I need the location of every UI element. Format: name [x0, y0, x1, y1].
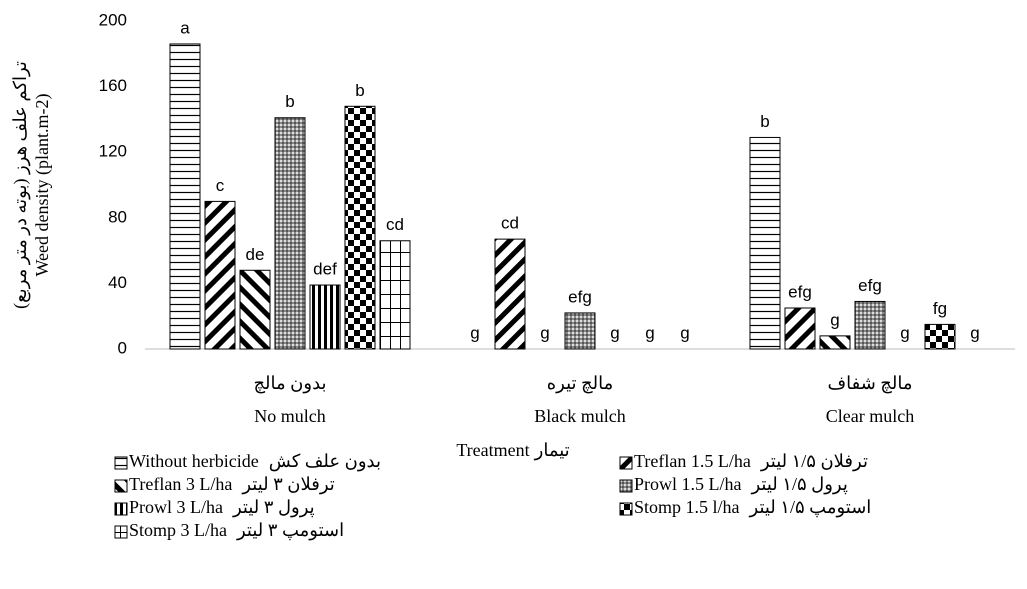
bar: [784, 307, 816, 350]
legend-swatch: [114, 525, 128, 539]
bar: [344, 105, 376, 350]
data-label: g: [900, 323, 909, 342]
data-label: b: [760, 112, 769, 131]
legend-label: Without herbicide: [129, 451, 259, 471]
bar: [819, 335, 851, 350]
data-label: a: [180, 18, 190, 37]
data-label: b: [355, 81, 364, 100]
y-tick-label: 160: [99, 76, 127, 95]
data-label: cd: [501, 214, 519, 233]
data-label: c: [216, 176, 225, 195]
legend-label-fa: استومپ ۱/۵ لیتر: [749, 497, 872, 518]
y-tick-label: 40: [108, 273, 127, 292]
bar: [494, 238, 526, 350]
data-label: g: [970, 323, 979, 342]
bar: [274, 117, 306, 350]
data-label: g: [610, 323, 619, 342]
data-label: de: [246, 245, 265, 264]
y-tick-label: 120: [99, 142, 127, 161]
legend-swatch: [619, 502, 633, 516]
data-label: efg: [788, 282, 812, 301]
legend-swatch: [114, 502, 128, 516]
bar: [924, 323, 956, 350]
data-label: b: [285, 92, 294, 111]
bar: [564, 312, 596, 350]
y-tick-label: 0: [118, 338, 127, 357]
legend-label: Treflan 3 L/ha: [129, 474, 232, 494]
data-label: fg: [933, 299, 947, 318]
bar: [379, 240, 411, 350]
legend-label: Treflan 1.5 L/ha: [634, 451, 751, 471]
legend-label-fa: بدون علف کش: [269, 451, 381, 472]
y-axis-label-fa: تراکم علف هرز (بوته در متر مربع): [10, 61, 31, 309]
x-tick-label-fa: مالچ شفاف: [827, 373, 912, 394]
x-tick-label-fa: بدون مالچ: [253, 373, 326, 394]
bar: [239, 269, 271, 350]
legend-swatch: [619, 479, 633, 493]
x-tick-label: Black mulch: [534, 406, 625, 426]
legend-label-fa: ترفلان ۳ لیتر: [241, 474, 334, 495]
data-label: g: [470, 323, 479, 342]
legend-label-fa: ترفلان ۱/۵ لیتر: [760, 451, 868, 472]
y-tick-label: 80: [108, 207, 127, 226]
x-tick-label: No mulch: [254, 406, 326, 426]
data-label: g: [645, 323, 654, 342]
bar: [309, 284, 341, 350]
bar: [204, 200, 236, 350]
legend-label: Stomp 3 L/ha: [129, 520, 227, 540]
y-tick-label: 200: [99, 10, 127, 29]
data-label: efg: [568, 287, 592, 306]
data-label: g: [830, 310, 839, 329]
data-label: g: [540, 323, 549, 342]
legend-label-fa: استومپ ۳ لیتر: [236, 520, 344, 541]
x-tick-label-fa: مالچ تیره: [547, 373, 614, 394]
y-axis-label: Weed density (plant.m-2): [32, 93, 53, 276]
legend-label: Prowl 1.5 L/ha: [634, 474, 742, 494]
legend-swatch: [114, 456, 128, 470]
data-label: g: [680, 323, 689, 342]
x-tick-label: Clear mulch: [826, 406, 914, 426]
legend-label: Prowl 3 L/ha: [129, 497, 223, 517]
legend-swatch: [619, 456, 633, 470]
x-axis-label: Treatment تیمار: [456, 440, 569, 461]
bar: [854, 300, 886, 350]
bar: [169, 43, 201, 350]
legend-swatch: [114, 479, 128, 493]
legend-label: Stomp 1.5 l/ha: [634, 497, 740, 517]
bar: [749, 136, 781, 350]
legend-label-fa: پرول ۱/۵ لیتر: [751, 474, 848, 495]
legend-label-fa: پرول ۳ لیتر: [232, 497, 315, 518]
xlabel: Treatment: [456, 440, 529, 460]
data-label: cd: [386, 215, 404, 234]
data-label: efg: [858, 276, 882, 295]
xlabel_fa: تیمار: [534, 440, 570, 461]
data-label: def: [313, 260, 337, 279]
